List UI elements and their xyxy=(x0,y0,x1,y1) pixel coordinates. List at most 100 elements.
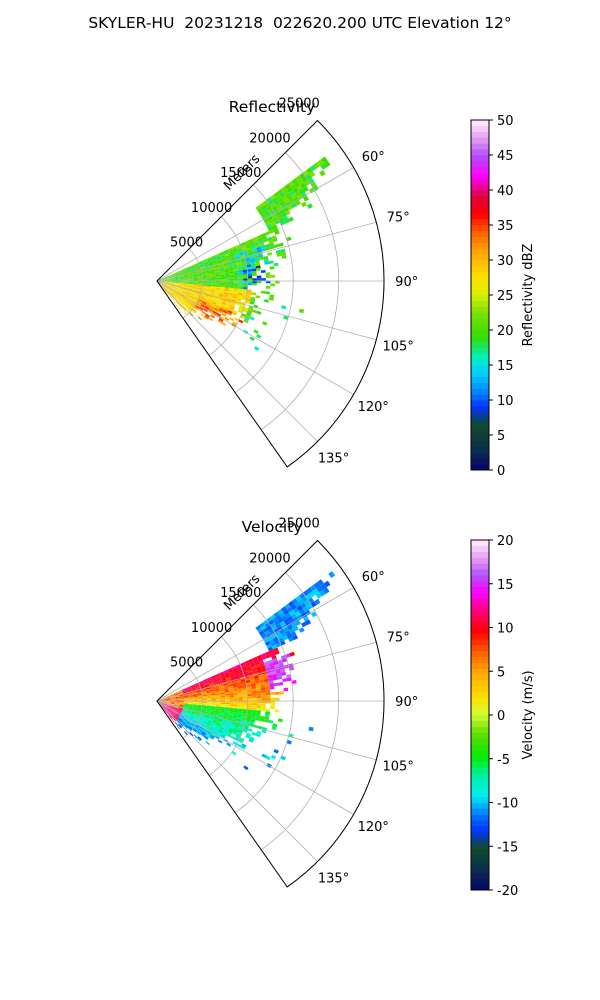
echo-cell xyxy=(164,706,169,709)
echo-cell xyxy=(198,299,203,303)
echo-cell xyxy=(169,714,173,718)
echo-cell xyxy=(265,246,271,251)
echo-cell xyxy=(235,255,241,259)
echo-cell xyxy=(234,274,239,277)
echo-cell xyxy=(162,708,166,712)
echo-cell xyxy=(224,693,230,696)
angle-tick-label: 105° xyxy=(383,340,414,355)
echo-cell xyxy=(172,290,177,294)
echo-cell xyxy=(169,286,174,289)
echo-cell xyxy=(161,697,166,700)
echo-cell xyxy=(193,695,198,698)
echo-cell xyxy=(247,696,253,699)
echo-cell xyxy=(256,710,261,714)
echo-cell xyxy=(229,273,234,276)
echo-cell xyxy=(227,294,233,298)
echo-cell xyxy=(211,279,216,281)
echo-cell xyxy=(173,692,179,695)
echo-cell xyxy=(211,702,216,704)
echo-cell xyxy=(242,291,248,294)
echo-cell xyxy=(161,281,166,283)
echo-cell xyxy=(177,718,182,723)
echo-cell xyxy=(169,274,175,277)
echo-cell xyxy=(220,277,226,280)
echo-cell xyxy=(257,237,263,242)
echo-cell xyxy=(173,287,178,291)
echo-cell xyxy=(207,299,213,302)
colorbar-segment xyxy=(471,820,489,827)
echo-cell xyxy=(200,265,205,268)
echo-cell xyxy=(241,715,247,719)
echo-cell xyxy=(190,293,196,297)
echo-cell xyxy=(182,270,188,273)
echo-cell xyxy=(191,268,197,271)
echo-cell xyxy=(268,208,274,214)
echo-cell xyxy=(319,169,326,177)
echo-cell xyxy=(170,712,175,717)
echo-cell xyxy=(185,303,190,307)
echo-cell xyxy=(204,296,209,300)
echo-cell xyxy=(197,692,202,694)
echo-cell xyxy=(317,159,324,166)
echo-cell xyxy=(166,702,171,704)
echo-cell xyxy=(238,276,244,279)
echo-cell xyxy=(243,670,249,675)
echo-cell xyxy=(323,580,331,588)
echo-cell xyxy=(211,303,216,307)
echo-cell xyxy=(201,708,207,711)
echo-cell xyxy=(224,251,229,255)
echo-cell xyxy=(170,281,176,283)
echo-cell xyxy=(204,682,209,686)
echo-cell xyxy=(181,268,187,271)
echo-cell xyxy=(192,694,198,697)
echo-cell xyxy=(188,273,193,275)
echo-cell xyxy=(170,283,175,285)
echo-cell xyxy=(179,274,184,276)
echo-cell xyxy=(186,268,192,271)
echo-cell xyxy=(268,260,274,264)
echo-cell xyxy=(202,258,208,262)
echo-cell xyxy=(242,711,248,714)
echo-cell xyxy=(169,706,174,710)
echo-cell xyxy=(196,730,201,735)
echo-cell xyxy=(270,754,277,760)
echo-cell xyxy=(279,200,286,207)
echo-cell xyxy=(206,677,212,681)
echo-cell xyxy=(202,299,208,303)
echo-cell xyxy=(170,292,175,296)
echo-cell xyxy=(169,706,174,709)
echo-cell xyxy=(207,258,212,262)
echo-cell xyxy=(179,701,185,703)
colorbar-segment xyxy=(471,715,489,722)
colorbar-segment xyxy=(471,691,489,698)
echo-cell xyxy=(206,275,212,278)
echo-cell xyxy=(170,702,175,704)
echo-cell xyxy=(211,697,216,700)
colorbar-segment xyxy=(471,790,489,798)
echo-cell xyxy=(211,275,216,277)
echo-cell xyxy=(252,703,257,706)
echo-cell xyxy=(219,710,225,713)
echo-cell xyxy=(238,694,244,697)
echo-cell xyxy=(185,302,190,306)
echo-cell xyxy=(198,261,204,265)
echo-cell xyxy=(252,695,257,699)
echo-cell xyxy=(244,660,250,665)
echo-cell xyxy=(207,679,213,683)
echo-cell xyxy=(246,266,252,270)
echo-cell xyxy=(270,274,275,278)
echo-cell xyxy=(184,295,190,299)
echo-cell xyxy=(206,271,211,274)
echo-cell xyxy=(215,673,220,677)
echo-cell xyxy=(208,261,213,264)
colorbar-tick-label: 15 xyxy=(497,578,514,593)
echo-cell xyxy=(170,697,175,699)
echo-cell xyxy=(241,260,246,264)
echo-cell xyxy=(240,664,246,669)
echo-cell xyxy=(214,710,220,714)
echo-cell xyxy=(260,687,266,691)
echo-cell xyxy=(216,256,222,260)
colorbar-tick-label: 5 xyxy=(497,429,505,444)
echo-cell xyxy=(235,244,241,248)
echo-cell xyxy=(229,275,235,278)
